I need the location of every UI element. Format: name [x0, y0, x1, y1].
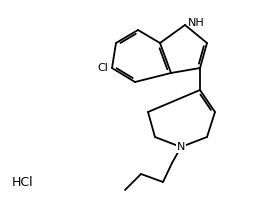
Text: HCl: HCl: [12, 176, 34, 189]
Text: N: N: [177, 142, 185, 152]
Text: NH: NH: [188, 18, 205, 28]
Text: Cl: Cl: [97, 63, 108, 73]
